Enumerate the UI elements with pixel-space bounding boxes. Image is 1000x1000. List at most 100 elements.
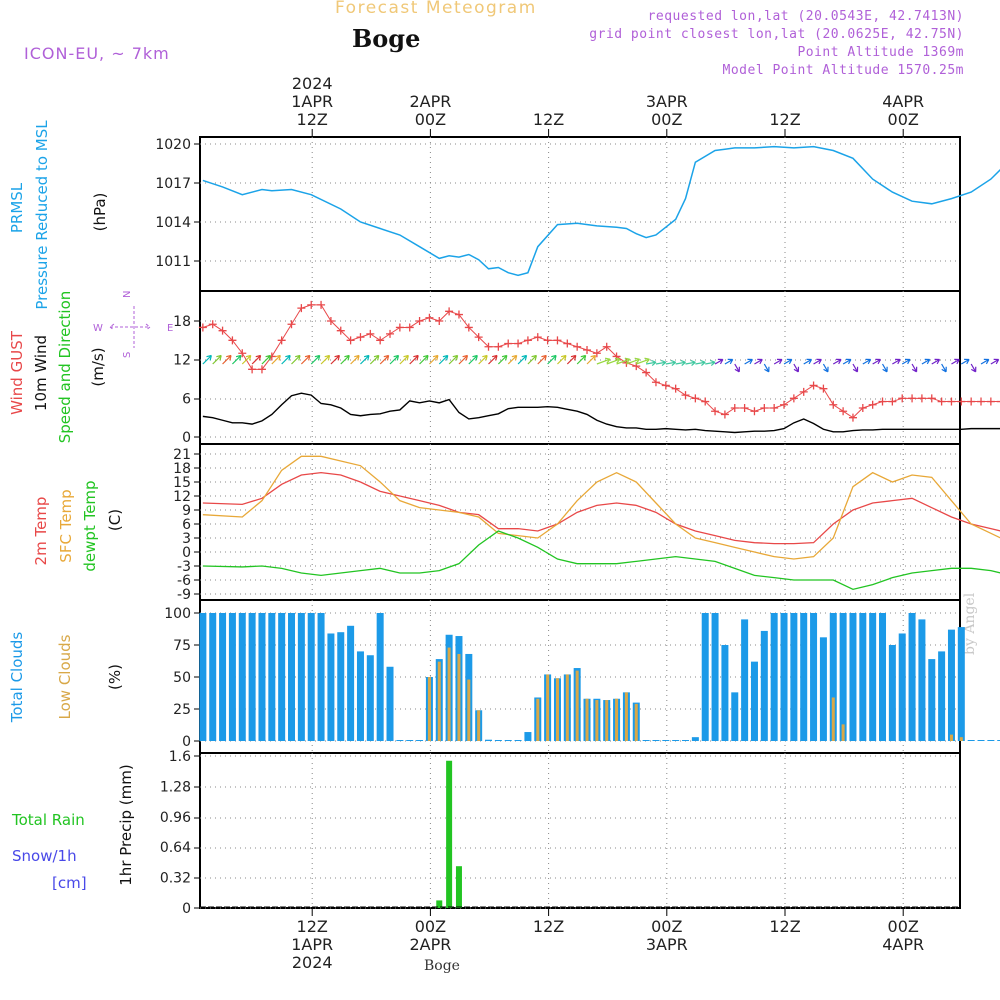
total-clouds-bar bbox=[780, 613, 788, 741]
wind-direction-arrow bbox=[448, 355, 459, 365]
wind-gust-marker bbox=[740, 404, 749, 412]
total-clouds-bar bbox=[248, 613, 256, 741]
wind-direction-title-label: Speed and Direction bbox=[56, 291, 74, 444]
top-time-label: 2APR bbox=[409, 92, 451, 111]
wind-arrow-head bbox=[911, 366, 918, 373]
wind-arrow-head bbox=[680, 359, 686, 366]
total-clouds-bar bbox=[672, 740, 680, 741]
location-title: Boge bbox=[352, 24, 421, 53]
wind-direction-arrow bbox=[931, 358, 940, 365]
wind-gust-marker bbox=[435, 317, 444, 325]
wind-gust-marker bbox=[957, 397, 966, 406]
wind-arrow-head bbox=[852, 366, 859, 373]
wind-direction-arrow bbox=[892, 358, 901, 365]
wind-gust-marker bbox=[592, 349, 601, 358]
wind-direction-arrow bbox=[310, 355, 321, 365]
wind-gust-marker bbox=[563, 339, 572, 348]
clouds-y-tick-label: 0 bbox=[182, 734, 191, 750]
wind-y-tick-label: 6 bbox=[182, 391, 191, 407]
wind-arrow-head bbox=[964, 358, 970, 365]
wind-arrow-head bbox=[452, 354, 459, 361]
temp-y-tick-label: 21 bbox=[173, 447, 191, 463]
low-clouds-bar bbox=[634, 703, 638, 741]
compass-cross-icon bbox=[109, 306, 151, 348]
low-clouds-bar bbox=[949, 734, 953, 741]
wind-direction-arrow bbox=[714, 358, 724, 365]
wind-gust-marker bbox=[750, 407, 759, 416]
wind-gust-marker bbox=[543, 336, 552, 345]
wind-y-tick-label: 18 bbox=[173, 314, 191, 330]
total-clouds-title-label: Total Clouds bbox=[8, 632, 26, 724]
wind-gust-marker bbox=[780, 400, 789, 409]
wind-gust-marker bbox=[386, 329, 395, 338]
wind-direction-arrow bbox=[606, 358, 621, 365]
wind-arrow-head bbox=[531, 354, 537, 361]
total-clouds-bar bbox=[987, 740, 995, 741]
temp-y-tick-label: -6 bbox=[177, 573, 191, 589]
wind-arrow-head bbox=[983, 358, 990, 365]
top-time-label: 12Z bbox=[297, 110, 328, 129]
precip-unit-label: 1hr Precip (mm) bbox=[117, 764, 135, 885]
wind-arrow-head bbox=[727, 358, 734, 365]
forecast-title: Forecast Meteogram bbox=[335, 0, 537, 18]
wind-arrow-head bbox=[971, 366, 977, 373]
wind-arrow-head bbox=[934, 358, 941, 365]
pressure-y-tick-label: 1011 bbox=[155, 254, 191, 270]
wind-arrow-head bbox=[216, 354, 222, 361]
total-clouds-bar bbox=[888, 645, 896, 741]
wind-arrow-head bbox=[373, 354, 380, 361]
total-clouds-bar bbox=[268, 613, 276, 741]
wind-arrow-head bbox=[634, 357, 641, 364]
wind-gust-marker bbox=[474, 333, 483, 342]
wind-direction-arrow bbox=[754, 358, 763, 365]
wind-arrow-head bbox=[304, 354, 311, 361]
low-clouds-bar bbox=[427, 677, 431, 741]
rain-title-label: Total Rain bbox=[11, 811, 85, 829]
wind-gust-marker bbox=[868, 400, 877, 409]
wind-arrow-head bbox=[710, 359, 716, 366]
wind-direction-arrow bbox=[566, 355, 577, 365]
bottom-time-label: 3APR bbox=[646, 935, 688, 954]
top-time-label: 12Z bbox=[533, 110, 564, 129]
total-clouds-bar bbox=[317, 613, 325, 741]
wind-arrow-head bbox=[393, 354, 400, 361]
wind-gust-marker bbox=[671, 384, 680, 393]
wind-gust-marker bbox=[691, 394, 700, 403]
wind-direction-arrow bbox=[783, 358, 793, 365]
bottom-time-label: 12Z bbox=[297, 917, 328, 936]
rain-bar bbox=[446, 760, 453, 908]
wind-gust-marker bbox=[346, 336, 355, 345]
total-clouds-bar bbox=[849, 613, 857, 741]
wind-direction-arrow bbox=[724, 358, 734, 365]
total-clouds-bar bbox=[396, 740, 404, 741]
wind-arrow-head bbox=[324, 354, 331, 361]
wind-arrow-head bbox=[614, 357, 621, 364]
wind-direction-arrow bbox=[951, 358, 960, 365]
temp-y-tick-label: 9 bbox=[182, 503, 191, 519]
wind-direction-arrow bbox=[300, 355, 311, 365]
wind-gust-marker bbox=[248, 365, 257, 374]
wind-direction-arrow bbox=[852, 363, 858, 373]
total-clouds-bar bbox=[258, 613, 266, 741]
wind-gust-marker bbox=[287, 320, 296, 329]
wind-arrow-head bbox=[295, 354, 301, 361]
low-clouds-bar bbox=[605, 700, 609, 741]
wind-gust-marker bbox=[809, 381, 818, 390]
wind-direction-arrow bbox=[261, 355, 271, 365]
wind-arrow-head bbox=[551, 354, 557, 361]
total-clouds-bar bbox=[307, 613, 315, 741]
wind-direction-arrow bbox=[438, 355, 449, 365]
wind-arrow-head bbox=[432, 354, 439, 361]
wind-gust-marker bbox=[927, 394, 936, 403]
wind-arrow-head bbox=[590, 354, 597, 361]
compass-s-label: S bbox=[122, 352, 133, 358]
wind-direction-arrow bbox=[803, 358, 812, 365]
total-clouds-bar bbox=[327, 633, 335, 741]
total-clouds-bar bbox=[898, 633, 906, 741]
precip-y-tick-label: 0.32 bbox=[160, 871, 191, 887]
wind-arrow-head bbox=[570, 354, 577, 361]
top-time-label: 1APR bbox=[291, 92, 333, 111]
total-clouds-bar bbox=[337, 632, 345, 741]
total-clouds-bar bbox=[347, 625, 355, 741]
